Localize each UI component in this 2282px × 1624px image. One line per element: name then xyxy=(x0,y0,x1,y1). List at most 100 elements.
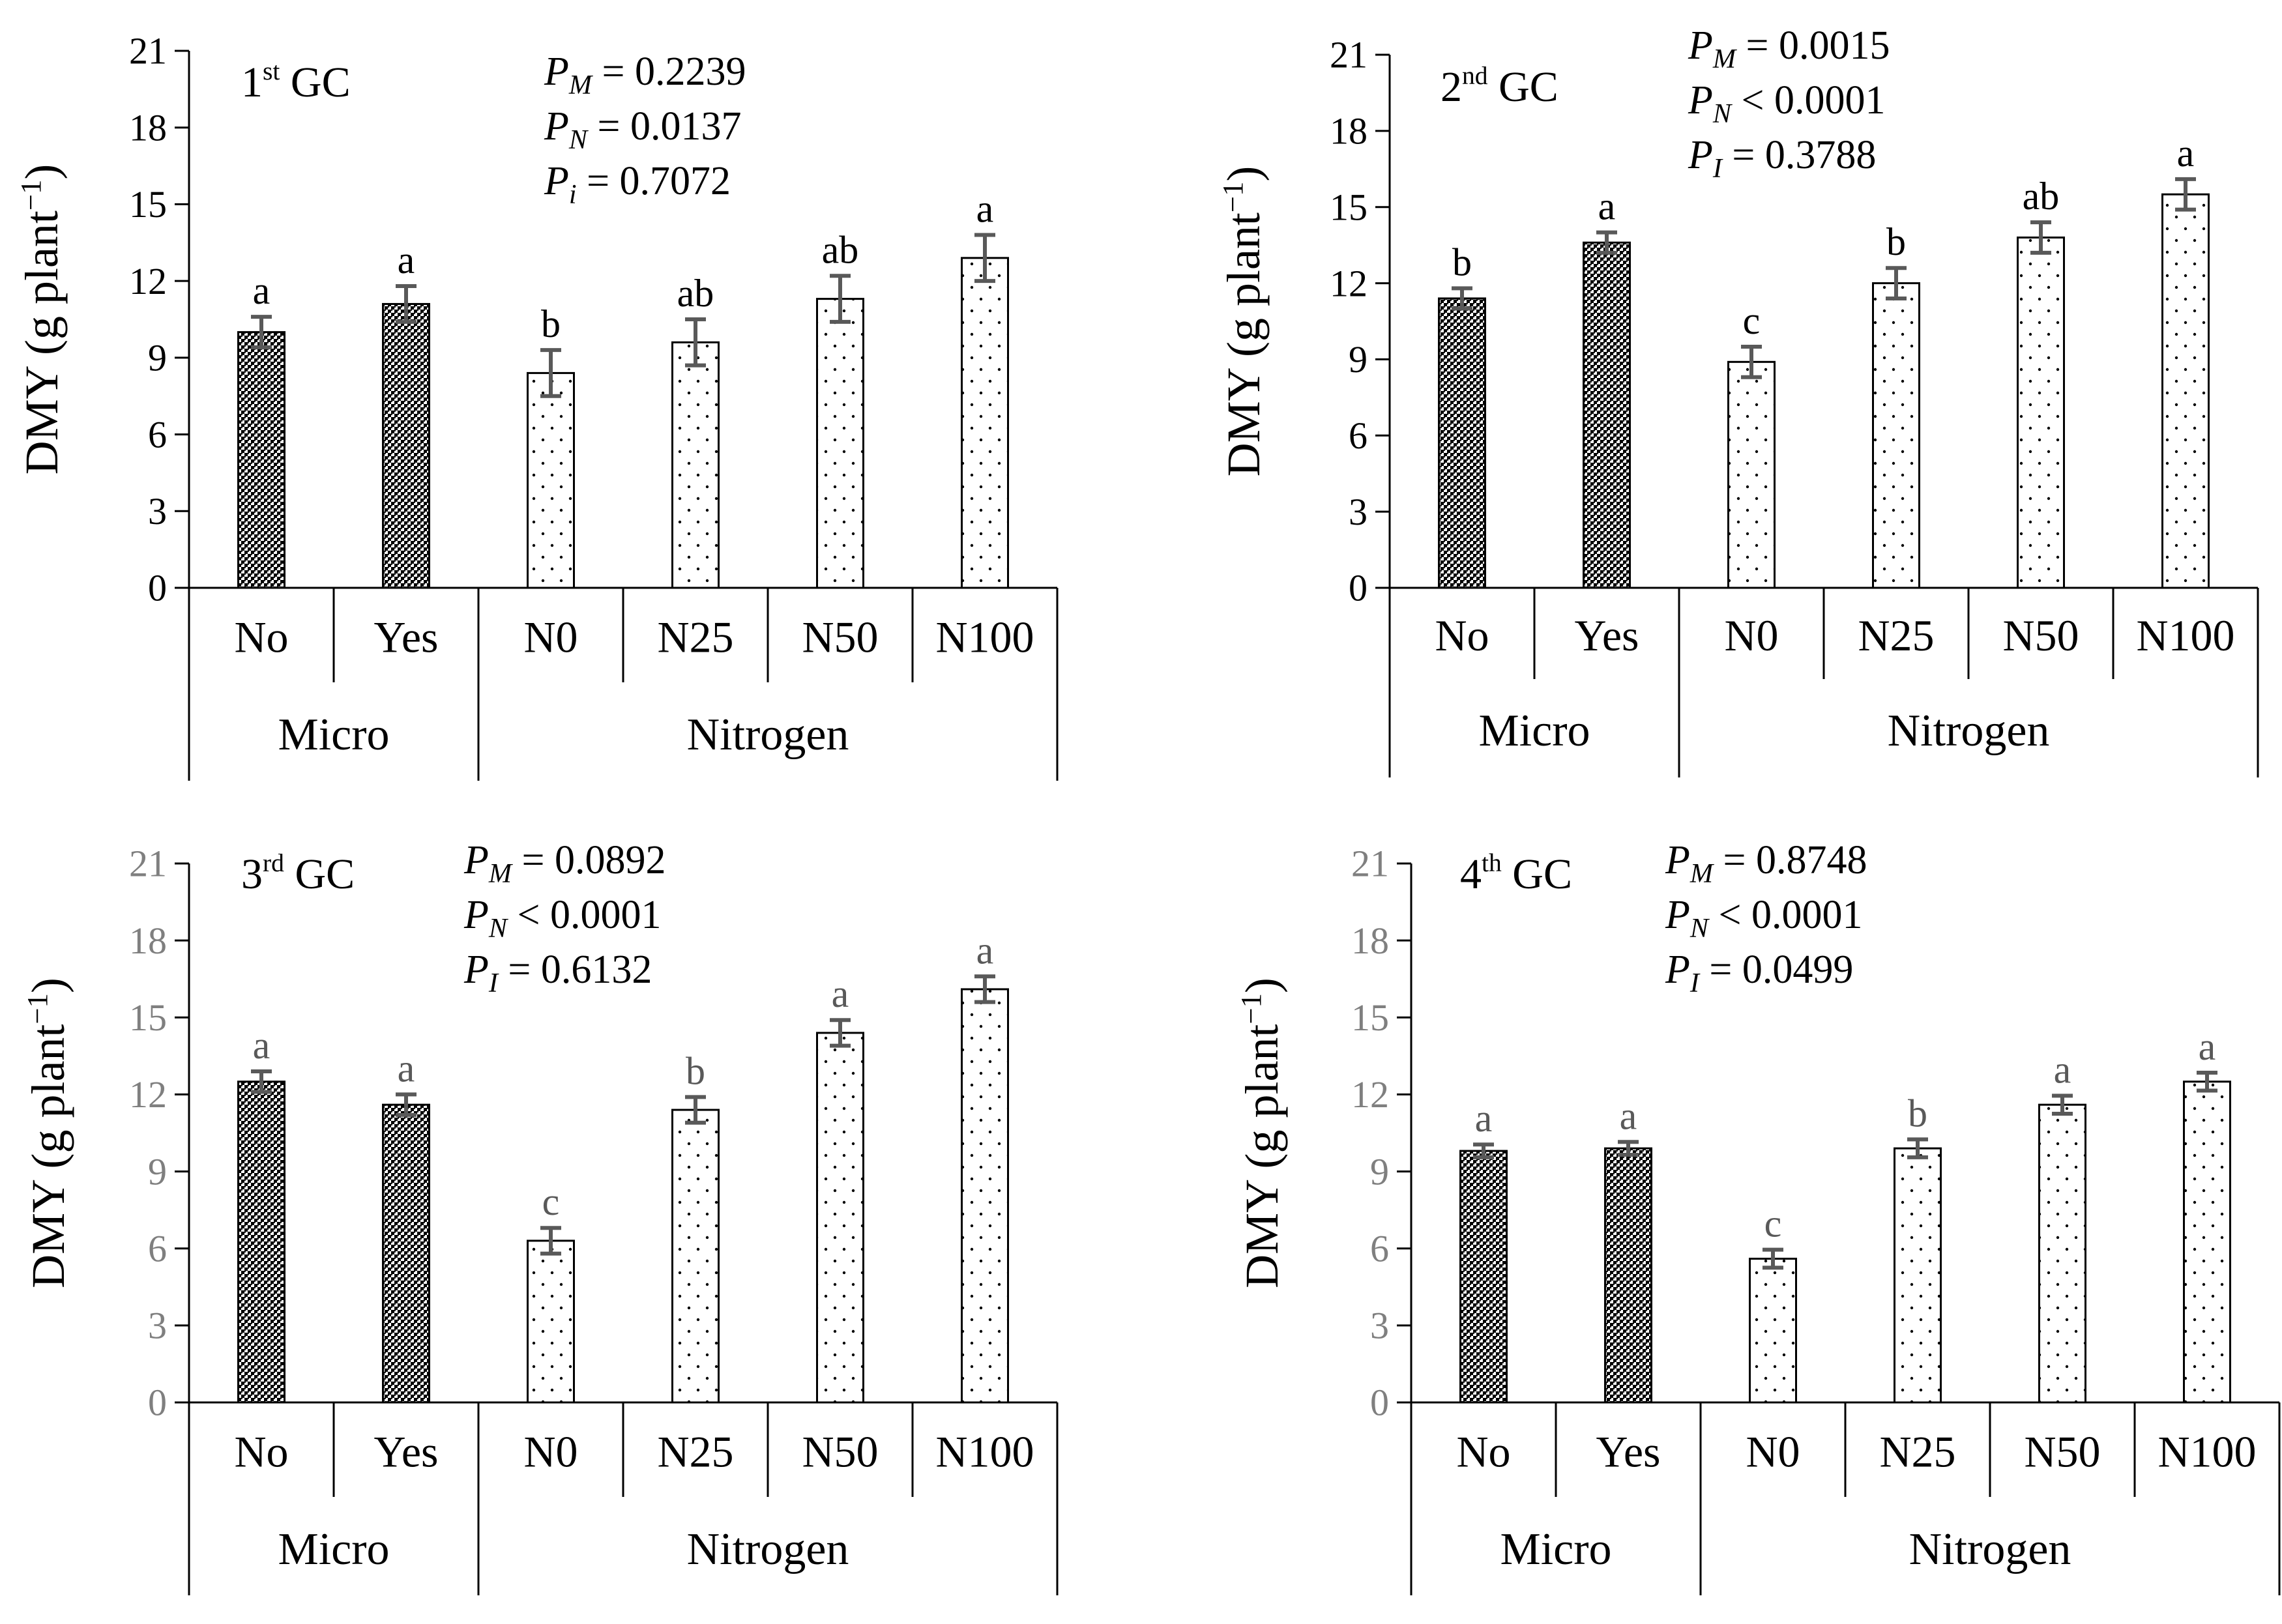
bar-yes xyxy=(1583,241,1631,589)
significance-letter: a xyxy=(1475,1097,1493,1140)
category-label-n50: N50 xyxy=(2002,611,2079,660)
category-label-n0: N0 xyxy=(1724,611,1778,660)
panel-title-superscript: rd xyxy=(263,848,284,877)
significance-letter: a xyxy=(1620,1094,1637,1137)
p-value-text: < 0.0001 xyxy=(507,893,661,937)
p-symbol: P xyxy=(544,50,569,94)
p-value-text: = 0.7072 xyxy=(577,159,731,203)
y-tick-label: 18 xyxy=(1330,110,1368,152)
bar-n0 xyxy=(1749,1257,1797,1404)
y-tick-label: 12 xyxy=(129,260,167,302)
significance-letter: a xyxy=(398,1047,415,1090)
bar-n50 xyxy=(816,298,864,589)
p-symbol: P xyxy=(1665,948,1690,992)
y-tick-label: 3 xyxy=(1349,491,1368,533)
y-axis-label: DMY (g plant−1) xyxy=(1235,978,1288,1288)
category-label-n25: N25 xyxy=(1879,1427,1955,1476)
y-tick-label: 6 xyxy=(148,1227,167,1269)
panel-title-suffix: GC xyxy=(1502,850,1572,898)
category-label-n50: N50 xyxy=(802,1427,878,1476)
panel-title: 3rd GC xyxy=(241,848,355,898)
y-tick-label: 0 xyxy=(1349,567,1368,609)
significance-letter: a xyxy=(1598,185,1616,228)
y-axis-label-text: DMY (g plant xyxy=(22,1024,74,1288)
bar-n0 xyxy=(1727,360,1776,589)
p-subscript: i xyxy=(569,179,577,210)
bar-yes xyxy=(382,302,430,589)
category-label-yes: Yes xyxy=(1596,1427,1661,1476)
bar-n50 xyxy=(2017,236,2065,589)
bar-n100 xyxy=(961,257,1009,589)
panel-title-superscript: st xyxy=(263,57,280,85)
category-label-n100: N100 xyxy=(935,1427,1034,1476)
y-tick-label: 15 xyxy=(1351,996,1389,1039)
p-subscript: I xyxy=(1712,153,1723,184)
group-label-nitrogen: Nitrogen xyxy=(687,710,849,760)
significance-letter: c xyxy=(1764,1202,1782,1245)
category-label-n50: N50 xyxy=(2024,1427,2100,1476)
group-label-micro: Micro xyxy=(1478,706,1590,756)
y-axis-label-superscript: −1 xyxy=(1235,993,1267,1024)
category-label-yes: Yes xyxy=(374,612,439,661)
bar-n100 xyxy=(2161,193,2210,589)
group-label-micro: Micro xyxy=(1500,1524,1611,1574)
bar-n0 xyxy=(527,371,575,589)
category-label-no: No xyxy=(1435,611,1489,660)
panel-title: 2nd GC xyxy=(1441,61,1558,111)
p-value-i: PI = 0.3788 xyxy=(1688,133,1876,184)
y-tick-label: 12 xyxy=(129,1073,167,1116)
p-symbol: P xyxy=(1688,23,1713,68)
category-label-no: No xyxy=(234,612,288,661)
y-tick-label: 15 xyxy=(129,996,167,1039)
y-tick-label: 6 xyxy=(148,413,167,456)
category-label-no: No xyxy=(1456,1427,1510,1476)
p-subscript: N xyxy=(488,913,509,944)
category-label-n0: N0 xyxy=(523,612,578,661)
p-value-n: PN = 0.0137 xyxy=(544,104,741,155)
p-value-text: = 0.0499 xyxy=(1699,948,1853,992)
p-subscript: N xyxy=(1690,913,1710,944)
y-tick-label: 6 xyxy=(1349,414,1368,457)
category-label-n50: N50 xyxy=(802,612,878,661)
y-tick-label: 6 xyxy=(1370,1227,1389,1269)
p-value-text: = 0.6132 xyxy=(498,948,652,992)
significance-letter: a xyxy=(2054,1048,2071,1091)
y-tick-label: 9 xyxy=(1370,1150,1389,1193)
panel-title-number: 3 xyxy=(241,850,263,898)
y-tick-label: 9 xyxy=(148,1150,167,1193)
group-label-nitrogen: Nitrogen xyxy=(1888,706,2050,756)
p-symbol: P xyxy=(463,948,489,992)
p-value-text: = 0.0137 xyxy=(587,104,741,149)
y-tick-label: 9 xyxy=(148,337,167,379)
group-label-nitrogen: Nitrogen xyxy=(1909,1524,2071,1574)
p-value-m: PM = 0.2239 xyxy=(544,50,746,100)
y-tick-label: 9 xyxy=(1349,338,1368,381)
bar-n25 xyxy=(1894,1147,1942,1404)
y-axis-label: DMY (g plant−1) xyxy=(21,978,74,1288)
bar-no xyxy=(1438,297,1486,589)
category-label-no: No xyxy=(234,1427,288,1476)
significance-letter: a xyxy=(976,188,994,231)
bar-no xyxy=(237,331,285,589)
bar-n25 xyxy=(671,1109,720,1404)
y-tick-label: 21 xyxy=(1330,34,1368,76)
significance-letter: b xyxy=(541,302,561,345)
bar-n100 xyxy=(961,988,1009,1404)
p-subscript: M xyxy=(1712,44,1738,74)
p-symbol: P xyxy=(544,159,569,203)
significance-letter: b xyxy=(1886,220,1906,263)
y-axis-label-superscript: −1 xyxy=(1216,182,1249,212)
significance-letter: a xyxy=(976,929,994,972)
p-value-i: Pi = 0.7072 xyxy=(544,159,731,210)
p-value-text: = 0.2239 xyxy=(592,50,746,94)
p-value-text: = 0.0015 xyxy=(1736,23,1890,68)
p-value-text: = 0.0892 xyxy=(512,838,666,882)
p-value-n: PN < 0.0001 xyxy=(1688,78,1885,129)
chart-panel-top-left: 0 3 6 9 12 15 18 21 DMY (g plant−1) a No a Yes b N0 ab N… xyxy=(14,30,1059,781)
y-axis-label-close: ) xyxy=(22,978,74,993)
y-axis-label-superscript: −1 xyxy=(21,993,53,1024)
significance-letter: b xyxy=(1452,240,1472,283)
